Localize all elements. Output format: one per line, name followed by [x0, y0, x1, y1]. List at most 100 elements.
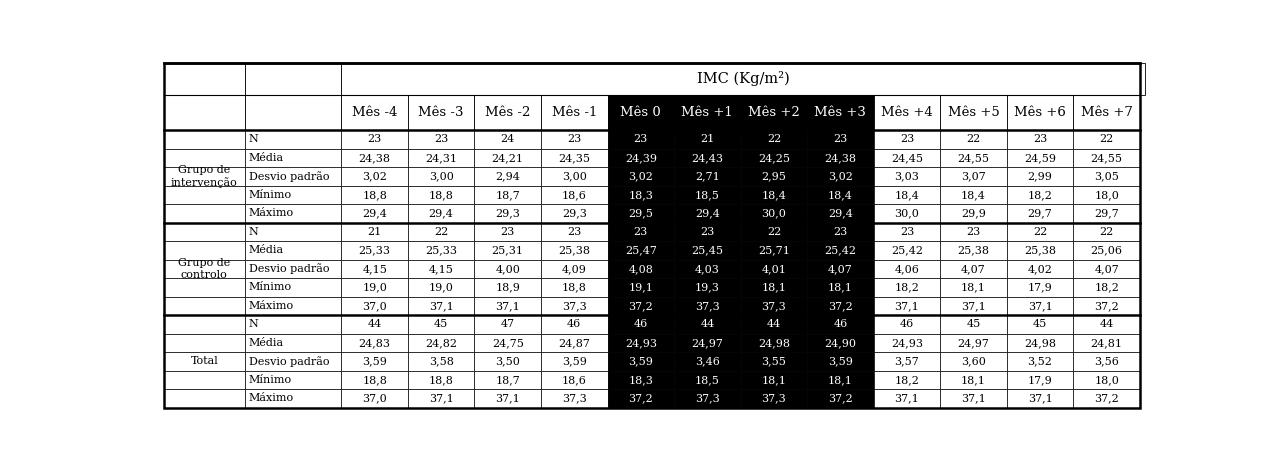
Text: Desvio padrão: Desvio padrão — [249, 263, 329, 274]
Bar — [408, 389, 474, 407]
Text: 18,5: 18,5 — [695, 375, 720, 385]
Text: N: N — [249, 319, 258, 329]
Bar — [474, 389, 541, 407]
Bar — [1074, 204, 1140, 223]
Bar — [244, 278, 341, 297]
Text: 3,59: 3,59 — [562, 356, 586, 366]
Bar — [808, 130, 874, 149]
Bar — [608, 95, 674, 130]
Text: Máximo: Máximo — [249, 208, 294, 219]
Text: 23: 23 — [501, 227, 515, 237]
Bar — [874, 204, 940, 223]
Bar — [244, 371, 341, 389]
Bar — [808, 186, 874, 204]
Text: 18,2: 18,2 — [1028, 190, 1052, 200]
Bar — [674, 241, 740, 260]
Text: 4,02: 4,02 — [1028, 264, 1052, 274]
Bar — [674, 315, 740, 334]
Text: 37,3: 37,3 — [695, 301, 720, 311]
Text: 25,38: 25,38 — [958, 245, 990, 255]
Bar — [808, 334, 874, 352]
Bar — [874, 297, 940, 315]
Bar — [341, 130, 408, 149]
Bar — [1007, 334, 1074, 352]
Text: 19,3: 19,3 — [695, 282, 720, 292]
Text: 19,1: 19,1 — [628, 282, 654, 292]
Bar — [808, 95, 874, 130]
Bar — [874, 352, 940, 371]
Bar — [541, 352, 608, 371]
Text: 3,03: 3,03 — [894, 171, 920, 182]
Bar — [674, 278, 740, 297]
Bar — [874, 130, 940, 149]
Text: Total: Total — [191, 356, 219, 366]
Bar — [740, 371, 808, 389]
Bar — [408, 167, 474, 186]
Text: 3,02: 3,02 — [628, 171, 654, 182]
Text: 18,7: 18,7 — [495, 375, 520, 385]
Bar — [474, 223, 541, 241]
Bar — [341, 278, 408, 297]
Text: 24,93: 24,93 — [890, 338, 923, 348]
Bar — [874, 223, 940, 241]
Text: Mês +4: Mês +4 — [881, 106, 932, 119]
Text: 3,59: 3,59 — [828, 356, 852, 366]
Text: 37,1: 37,1 — [894, 393, 920, 403]
Bar — [1007, 297, 1074, 315]
Bar — [244, 95, 341, 130]
Text: 2,94: 2,94 — [495, 171, 520, 182]
Text: 24,98: 24,98 — [1024, 338, 1056, 348]
Text: 37,1: 37,1 — [429, 393, 454, 403]
Bar — [244, 389, 341, 407]
Text: 21: 21 — [700, 134, 715, 145]
Bar — [1007, 149, 1074, 167]
Text: Máximo: Máximo — [249, 393, 294, 403]
Bar — [1074, 149, 1140, 167]
Bar — [244, 297, 341, 315]
Text: 18,1: 18,1 — [762, 282, 786, 292]
Bar — [164, 278, 244, 297]
Bar — [408, 352, 474, 371]
Bar — [541, 149, 608, 167]
Bar — [874, 241, 940, 260]
Bar — [1074, 297, 1140, 315]
Bar — [541, 334, 608, 352]
Bar — [164, 241, 244, 260]
Text: 24,97: 24,97 — [958, 338, 990, 348]
Bar — [541, 278, 608, 297]
Text: 37,0: 37,0 — [363, 301, 387, 311]
Text: 4,15: 4,15 — [429, 264, 454, 274]
Bar — [341, 204, 408, 223]
Text: 18,1: 18,1 — [828, 282, 852, 292]
Bar — [940, 334, 1007, 352]
Text: Média: Média — [249, 153, 284, 163]
Bar — [1074, 186, 1140, 204]
Text: 17,9: 17,9 — [1028, 375, 1052, 385]
Text: 18,8: 18,8 — [363, 190, 387, 200]
Bar — [808, 149, 874, 167]
Bar — [474, 315, 541, 334]
Text: 37,3: 37,3 — [762, 301, 786, 311]
Text: 4,07: 4,07 — [962, 264, 986, 274]
Text: 24,45: 24,45 — [890, 153, 923, 163]
Bar — [474, 95, 541, 130]
Text: 46: 46 — [899, 319, 915, 329]
Bar — [541, 315, 608, 334]
Bar — [608, 260, 674, 278]
Bar — [1007, 371, 1074, 389]
Text: 24,83: 24,83 — [359, 338, 391, 348]
Bar — [474, 149, 541, 167]
Bar — [740, 297, 808, 315]
Text: 25,47: 25,47 — [625, 245, 656, 255]
Bar — [541, 260, 608, 278]
Bar — [341, 334, 408, 352]
Bar — [244, 204, 341, 223]
Text: 25,38: 25,38 — [558, 245, 590, 255]
Text: 45: 45 — [1033, 319, 1047, 329]
Bar — [474, 278, 541, 297]
Text: 3,57: 3,57 — [894, 356, 920, 366]
Text: 29,4: 29,4 — [429, 208, 454, 219]
Text: 29,3: 29,3 — [495, 208, 520, 219]
Bar — [164, 95, 244, 130]
Bar — [808, 371, 874, 389]
